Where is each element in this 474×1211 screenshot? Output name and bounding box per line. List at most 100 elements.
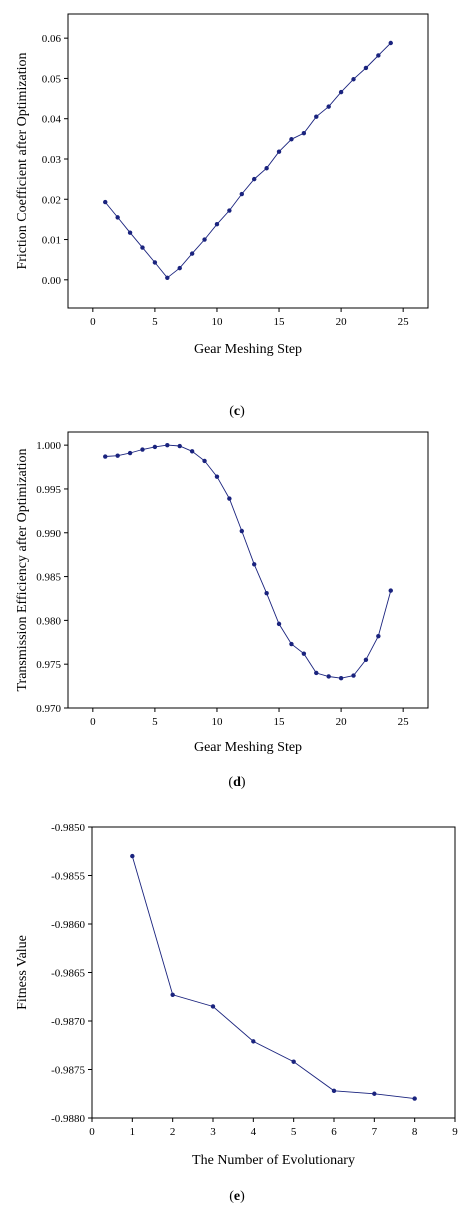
y-tick-label: 0.980 — [36, 615, 61, 627]
data-point — [227, 208, 232, 213]
data-point — [252, 562, 257, 567]
data-point — [338, 89, 344, 95]
data-point — [301, 131, 307, 136]
data-point — [210, 1004, 216, 1009]
data-point — [152, 260, 158, 265]
data-point — [276, 149, 282, 154]
x-axis-label: Gear Meshing Step — [194, 342, 302, 357]
data-point — [376, 633, 381, 639]
x-tick-label: 4 — [251, 1126, 257, 1138]
data-point — [276, 621, 282, 627]
data-point — [165, 442, 170, 448]
data-point — [264, 166, 269, 171]
data-point — [189, 251, 195, 256]
x-tick-label: 6 — [331, 1126, 337, 1138]
data-point — [388, 40, 393, 46]
data-point — [289, 641, 294, 647]
x-tick-label: 3 — [210, 1126, 216, 1138]
series-line — [131, 855, 415, 1100]
data-point — [130, 853, 135, 859]
data-point — [351, 673, 356, 678]
data-point — [103, 199, 108, 205]
plot-frame — [67, 13, 429, 309]
data-point — [189, 449, 195, 454]
y-tick-label: 0.04 — [42, 114, 62, 126]
data-point — [372, 1091, 377, 1096]
y-tick-label: 0.985 — [36, 572, 61, 584]
data-point — [326, 104, 331, 109]
data-point — [170, 992, 175, 998]
data-point — [326, 674, 331, 679]
x-tick-label: 0 — [90, 716, 96, 728]
x-tick-label: 7 — [372, 1126, 378, 1138]
chart-panel-c: 0 5 10 15 20 25 0.00 0.01 0.02 0.03 0.04 0.05 0.06 Ge… — [15, 13, 429, 419]
data-point — [314, 114, 319, 119]
data-point — [338, 676, 344, 681]
y-tick-label: -0.9875 — [51, 1065, 85, 1077]
data-point — [214, 222, 220, 227]
chart-panel-e: 0 1 2 3 4 5 6 7 8 9 -0.9880 -0.9875 -0.9870 -0.9865 -0… — [15, 822, 458, 1204]
x-tick-label: 10 — [211, 316, 223, 328]
y-tick-label: 1.000 — [36, 440, 61, 452]
x-tick-label: 15 — [274, 716, 286, 728]
data-point — [264, 591, 269, 596]
y-tick-label: -0.9880 — [51, 1113, 85, 1125]
x-tick-label: 0 — [89, 1126, 95, 1138]
data-point — [140, 447, 145, 452]
y-tick-label: 0.975 — [36, 659, 61, 671]
x-tick-label: 25 — [398, 716, 410, 728]
chart-panel-d: 0 5 10 15 20 25 0.970 0.975 0.980 0.985 0.990 0.995… — [15, 431, 429, 790]
data-point — [127, 450, 133, 456]
data-point — [301, 651, 307, 656]
x-axis-label: Gear Meshing Step — [194, 740, 302, 755]
data-point — [376, 53, 381, 58]
x-tick-label: 25 — [398, 316, 410, 328]
y-axis-label: Transmission Efficiency after Optimizati… — [15, 448, 30, 691]
plot-frame — [91, 826, 456, 1119]
data-point — [314, 670, 319, 676]
y-tick-label: 0.06 — [42, 33, 62, 45]
y-tick-label: 0.990 — [36, 528, 61, 540]
y-tick-label: 0.00 — [42, 275, 62, 287]
series-line — [105, 444, 392, 679]
x-tick-label: 10 — [211, 716, 223, 728]
data-point — [239, 191, 244, 197]
y-tick-label: -0.9865 — [51, 968, 85, 980]
data-point — [177, 443, 182, 449]
y-axis-label: Fitness Value — [15, 935, 30, 1010]
y-tick-label: 0.995 — [36, 484, 61, 496]
data-point — [351, 77, 356, 82]
data-point — [214, 474, 220, 479]
x-tick-label: 20 — [336, 716, 348, 728]
data-point — [239, 528, 244, 534]
y-tick-label: 0.01 — [42, 235, 61, 247]
y-tick-label: -0.9860 — [51, 919, 85, 931]
x-tick-label: 0 — [90, 316, 96, 328]
panel-caption: (c) — [229, 404, 245, 419]
data-point — [165, 275, 170, 280]
y-tick-label: -0.9855 — [51, 871, 85, 883]
data-point — [115, 453, 120, 458]
data-point — [177, 265, 182, 271]
data-point — [202, 458, 207, 464]
data-point — [363, 65, 369, 71]
data-point — [363, 657, 369, 663]
x-tick-label: 5 — [291, 1126, 297, 1138]
data-point — [251, 1039, 256, 1044]
panel-caption: (d) — [228, 775, 245, 790]
data-point — [289, 137, 294, 142]
y-tick-label: 0.03 — [42, 154, 62, 166]
data-point — [252, 176, 257, 182]
data-point — [103, 454, 108, 459]
series-line — [104, 42, 392, 279]
y-tick-label: -0.9870 — [51, 1016, 85, 1028]
panel-caption: (e) — [229, 1189, 245, 1204]
x-tick-label: 9 — [452, 1126, 458, 1138]
data-point — [140, 245, 145, 250]
x-tick-label: 15 — [274, 316, 286, 328]
y-tick-label: 0.970 — [36, 703, 61, 715]
y-axis-label: Friction Coefficient after Optimization — [15, 52, 30, 269]
data-point — [202, 237, 207, 242]
plot-frame — [67, 431, 429, 709]
